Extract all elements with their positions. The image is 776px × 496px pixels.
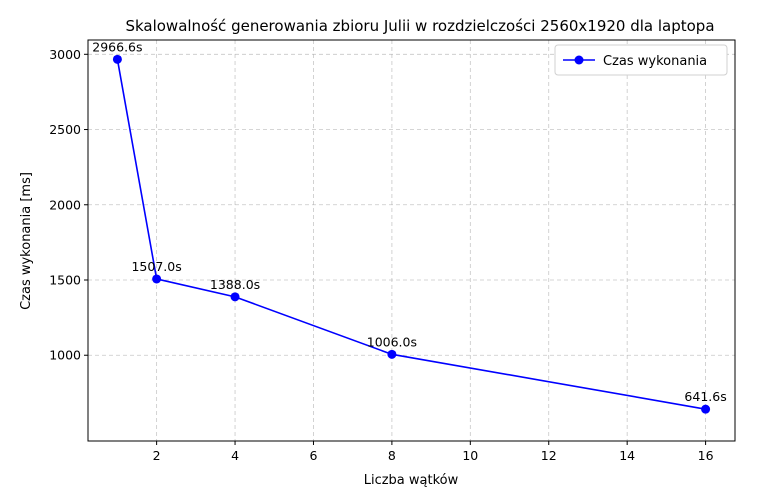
- y-axis-label: Czas wykonania [ms]: [19, 172, 34, 310]
- legend-box: [554, 44, 728, 76]
- x-tick-label: 14: [619, 448, 635, 463]
- data-label: 2966.6s: [92, 39, 142, 54]
- grid: [88, 40, 735, 441]
- y-tick-label: 1000: [49, 348, 81, 363]
- x-tick-label: 16: [698, 448, 714, 463]
- x-tick-label: 6: [309, 448, 317, 463]
- series-layer: 2966.6s 1507.0s 1388.0s 1006.0s 641.6s: [92, 39, 727, 414]
- data-label: 1507.0s: [131, 259, 181, 274]
- data-label: 1388.0s: [210, 277, 260, 292]
- y-tick-label: 1500: [49, 272, 81, 287]
- data-point: [152, 274, 162, 284]
- data-point: [387, 349, 397, 359]
- x-axis-label: Liczba wątków: [364, 473, 459, 488]
- legend: Czas wykonania: [554, 44, 728, 76]
- x-tick-label: 10: [462, 448, 478, 463]
- y-tick-label: 3000: [49, 47, 81, 62]
- data-label: 641.6s: [684, 389, 726, 404]
- x-tick-label: 8: [388, 448, 396, 463]
- data-point: [112, 54, 122, 64]
- x-tick-label: 4: [231, 448, 239, 463]
- chart-title: Skalowalność generowania zbioru Julii w …: [125, 17, 714, 35]
- plot-frame: [87, 39, 736, 442]
- data-point: [230, 292, 240, 302]
- data-label: 1006.0s: [367, 334, 417, 349]
- x-tick-label: 12: [541, 448, 557, 463]
- legend-label: Czas wykonania: [603, 54, 707, 69]
- legend-marker: [574, 55, 584, 65]
- y-tick-label: 2500: [49, 122, 81, 137]
- series-line: [116, 59, 706, 410]
- y-tick-label: 2000: [49, 197, 81, 212]
- x-tick-label: 2: [153, 448, 161, 463]
- axes: 2 4 6 8 10 12 14 16 1000 1500 2000 2500 3000: [49, 39, 736, 463]
- data-point: [701, 404, 711, 414]
